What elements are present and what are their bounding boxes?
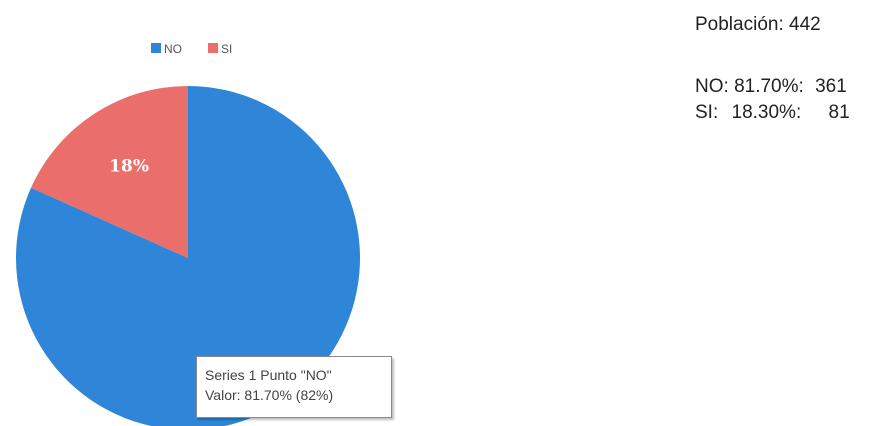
stat-si-pct: 18.30%: (731, 102, 802, 123)
tooltip-line-series: Series 1 Punto "NO" (205, 367, 332, 383)
legend-label-si: SI (221, 42, 232, 56)
data-label-si: 18% (109, 157, 149, 177)
legend-swatch-si (208, 43, 218, 53)
stat-no-count: 361 (815, 76, 847, 97)
stat-si-label: SI: (695, 102, 719, 123)
stat-no-pct: 81.70%: (734, 76, 804, 97)
legend-label-no: NO (164, 42, 182, 56)
stat-si-count: 81 (828, 102, 850, 123)
pie-slice-no[interactable] (16, 86, 360, 426)
chart-tooltip: Series 1 Punto "NO" Valor: 81.70% (82%) (196, 356, 392, 418)
stat-no-line: NO: 81.70%: 361 (695, 76, 847, 98)
stat-si-line: SI: 18.30%: 81 (695, 102, 850, 124)
legend-swatch-no (151, 43, 161, 53)
stat-no-label: NO: (695, 76, 729, 97)
population-text: Población: 442 (695, 14, 821, 35)
tooltip-line-value: Valor: 81.70% (82%) (205, 387, 334, 403)
pie-slice-si[interactable] (31, 86, 189, 258)
